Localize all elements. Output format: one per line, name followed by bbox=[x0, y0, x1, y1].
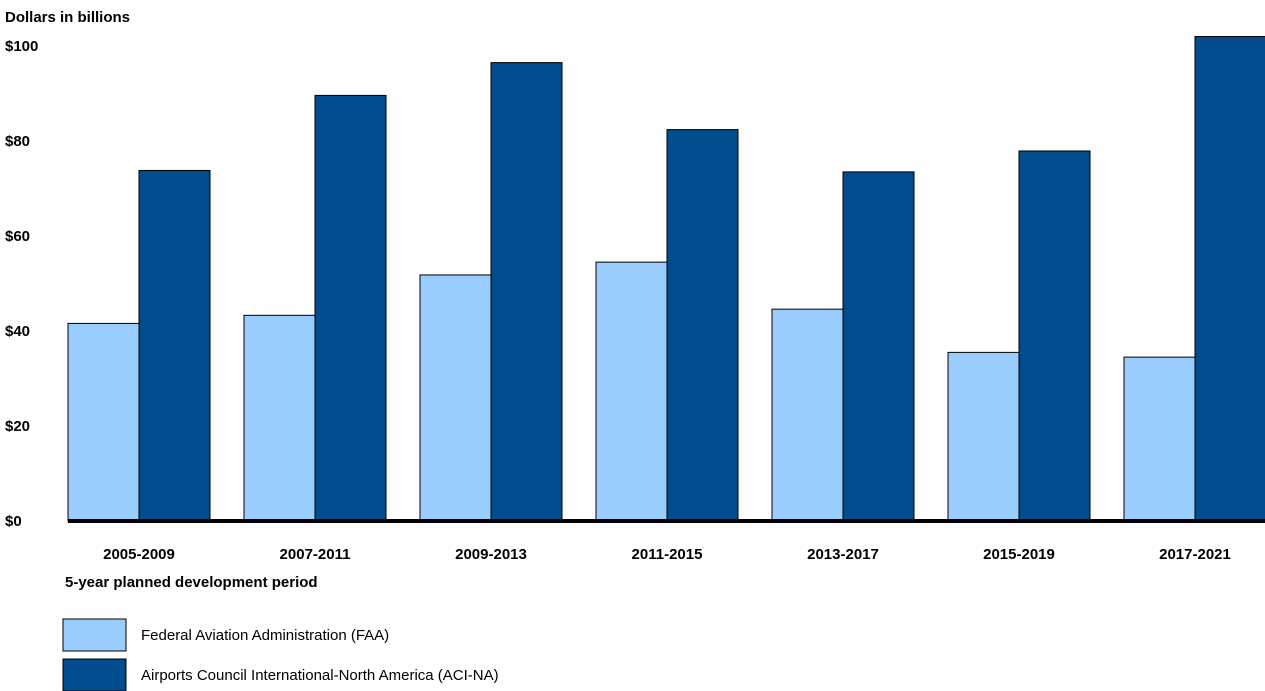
y-tick-label: $80 bbox=[5, 133, 30, 150]
bar-faa bbox=[595, 261, 668, 522]
bar-aci-na bbox=[314, 94, 387, 522]
x-tick-label: 2017-2021 bbox=[1159, 546, 1231, 563]
bar-faa bbox=[243, 314, 316, 522]
legend: Federal Aviation Administration (FAA) Air… bbox=[62, 618, 499, 691]
bar-aci-na bbox=[490, 62, 563, 522]
bar-faa bbox=[419, 274, 492, 522]
y-tick-label: $20 bbox=[5, 418, 30, 435]
y-tick-label: $60 bbox=[5, 228, 30, 245]
bar-faa bbox=[1123, 356, 1196, 522]
x-tick-label: 2015-2019 bbox=[983, 546, 1055, 563]
bar-aci-na bbox=[842, 171, 915, 522]
bar-faa bbox=[67, 322, 140, 522]
legend-swatch bbox=[62, 658, 127, 691]
y-axis-label: Dollars in billions bbox=[5, 9, 130, 26]
bars bbox=[67, 36, 1265, 522]
bar-faa bbox=[947, 351, 1020, 522]
bar-aci-na bbox=[1018, 150, 1091, 522]
bar-aci-na bbox=[1194, 36, 1265, 522]
bar-aci-na bbox=[138, 169, 211, 522]
bar-aci-na bbox=[666, 129, 739, 522]
category-labels: 2005-2009 2007-2011 2009-2013 2011-2015 2013… bbox=[103, 546, 1231, 563]
y-axis-ticks: $0 $20 $40 $60 $80 $100 bbox=[5, 38, 38, 530]
x-tick-label: 2009-2013 bbox=[455, 546, 527, 563]
legend-swatch bbox=[62, 618, 127, 652]
legend-label: Airports Council International-North Ame… bbox=[141, 667, 499, 684]
legend-label: Federal Aviation Administration (FAA) bbox=[141, 627, 389, 644]
y-tick-label: $0 bbox=[5, 513, 22, 530]
x-axis-label: 5-year planned development period bbox=[65, 574, 318, 591]
x-tick-label: 2005-2009 bbox=[103, 546, 175, 563]
x-tick-label: 2011-2015 bbox=[632, 546, 703, 563]
y-tick-label: $100 bbox=[5, 38, 38, 55]
x-tick-label: 2013-2017 bbox=[807, 546, 879, 563]
x-tick-label: 2007-2011 bbox=[280, 546, 351, 563]
y-tick-label: $40 bbox=[5, 323, 30, 340]
bar-faa bbox=[771, 308, 844, 522]
